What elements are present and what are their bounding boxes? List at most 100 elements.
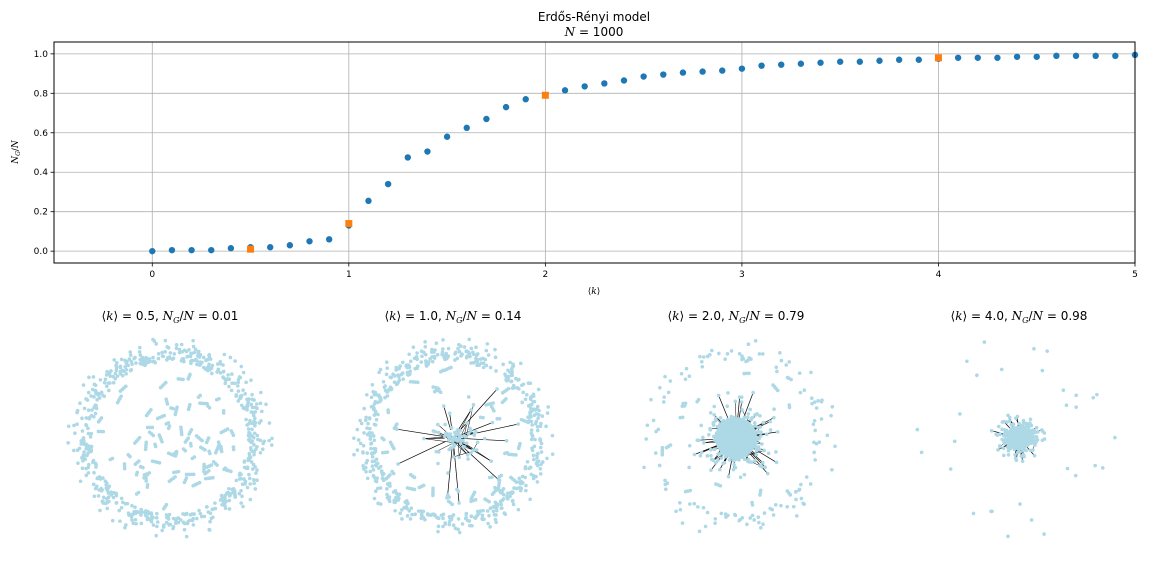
node — [674, 509, 678, 513]
node — [740, 429, 744, 433]
node — [743, 473, 747, 477]
node — [652, 419, 656, 423]
x-tick-label: 0 — [149, 270, 155, 280]
node — [144, 360, 148, 364]
data-point — [326, 236, 332, 242]
node — [407, 373, 411, 377]
node — [171, 407, 175, 411]
node — [499, 503, 503, 507]
node — [165, 516, 169, 520]
node — [154, 445, 158, 449]
node — [252, 463, 256, 467]
node — [539, 446, 543, 450]
node — [81, 466, 85, 470]
node — [144, 479, 148, 483]
node — [486, 522, 490, 526]
node — [219, 431, 223, 435]
node — [473, 434, 477, 438]
node — [1007, 434, 1011, 438]
data-point — [601, 80, 607, 86]
node — [500, 506, 504, 510]
node — [187, 432, 191, 436]
node — [698, 355, 702, 359]
data-point-square — [935, 54, 942, 61]
node — [743, 458, 747, 462]
node — [446, 471, 450, 475]
node — [488, 525, 492, 529]
node — [370, 396, 374, 400]
node — [428, 357, 432, 361]
node — [733, 513, 737, 517]
edge — [448, 446, 453, 495]
node — [200, 439, 204, 443]
node — [1006, 440, 1010, 444]
node — [134, 522, 138, 526]
node — [357, 438, 361, 442]
node — [726, 391, 730, 395]
node — [481, 514, 485, 518]
node — [649, 398, 653, 402]
node — [81, 429, 85, 433]
node — [175, 517, 179, 521]
node — [531, 449, 535, 453]
node — [239, 501, 243, 505]
node — [181, 378, 185, 382]
node — [260, 410, 264, 414]
node — [369, 442, 373, 446]
node — [183, 522, 187, 526]
node — [205, 465, 209, 469]
node — [130, 513, 134, 517]
data-point — [955, 55, 961, 61]
node — [373, 413, 377, 417]
node — [227, 487, 231, 491]
node — [156, 520, 160, 524]
node — [757, 515, 761, 519]
node — [365, 393, 369, 397]
node — [740, 436, 744, 440]
node — [124, 372, 128, 376]
node — [233, 494, 237, 498]
node — [413, 512, 417, 516]
node — [723, 461, 727, 465]
node — [134, 518, 138, 522]
node — [829, 414, 833, 418]
node — [385, 487, 389, 491]
node — [398, 511, 402, 515]
data-point — [660, 71, 666, 77]
x-ticks: 012345 — [149, 263, 1137, 280]
node — [172, 471, 176, 475]
node — [763, 465, 767, 469]
node — [140, 510, 144, 514]
node — [85, 454, 89, 458]
node — [192, 523, 196, 527]
node — [712, 459, 716, 463]
node — [222, 411, 226, 415]
node — [510, 491, 514, 495]
node — [146, 426, 150, 430]
node — [975, 373, 979, 377]
node — [155, 525, 159, 529]
node — [537, 388, 541, 392]
node — [420, 354, 424, 358]
node — [669, 379, 673, 383]
node — [241, 482, 245, 486]
node — [183, 513, 187, 517]
node — [251, 422, 255, 426]
data-point — [444, 134, 450, 140]
node — [540, 450, 544, 454]
node — [191, 339, 195, 343]
node — [757, 521, 761, 525]
node — [412, 345, 416, 349]
node — [138, 358, 142, 362]
node — [714, 417, 718, 421]
node — [701, 436, 705, 440]
node — [409, 517, 413, 521]
node — [751, 391, 755, 395]
node — [457, 438, 461, 442]
node — [143, 473, 147, 477]
node — [551, 452, 555, 456]
node — [385, 477, 389, 481]
node — [436, 462, 440, 466]
node — [436, 423, 440, 427]
node — [744, 426, 748, 430]
